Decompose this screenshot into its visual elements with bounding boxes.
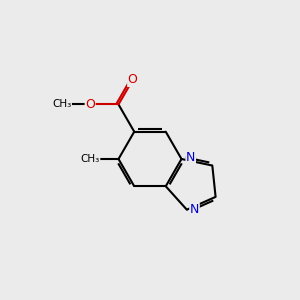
- Text: O: O: [85, 98, 95, 111]
- Text: N: N: [186, 151, 195, 164]
- Text: CH₃: CH₃: [52, 99, 71, 110]
- Text: CH₃: CH₃: [80, 154, 100, 164]
- Text: N: N: [190, 203, 199, 216]
- Text: O: O: [128, 74, 138, 86]
